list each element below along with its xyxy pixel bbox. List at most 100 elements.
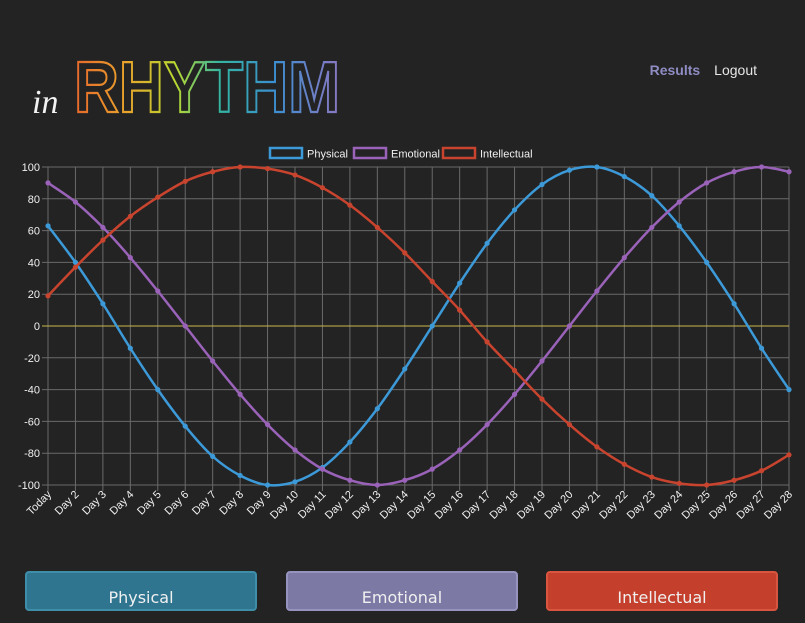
data-point-physical (758, 345, 765, 351)
x-tick-label: Day 20 (542, 489, 575, 522)
data-point-physical (292, 479, 298, 485)
data-point-physical (566, 167, 573, 173)
data-point-physical (374, 406, 380, 412)
data-point-emotional (429, 466, 435, 472)
data-point-physical (704, 259, 710, 265)
x-tick-label: Day 24 (652, 489, 685, 522)
data-point-physical (127, 345, 133, 351)
data-point-emotional (621, 255, 627, 261)
data-point-emotional (237, 391, 243, 397)
x-tick-label: Day 21 (570, 489, 603, 522)
data-point-intellectual (704, 482, 710, 488)
data-point-physical (429, 323, 435, 329)
data-point-intellectual (237, 164, 243, 170)
data-point-intellectual (182, 178, 188, 184)
data-point-intellectual (649, 474, 655, 480)
x-tick-label: Day 26 (707, 489, 740, 522)
data-point-intellectual (72, 264, 79, 270)
data-point-intellectual (155, 194, 161, 200)
x-tick-label: Day 11 (296, 489, 329, 522)
x-tick-label: Day 23 (625, 489, 658, 522)
data-point-physical (511, 207, 518, 213)
data-point-intellectual (539, 396, 545, 402)
physical-card[interactable]: Physical (25, 571, 257, 611)
x-tick-label: Day 27 (735, 489, 768, 522)
intellectual-card[interactable]: Intellectual (546, 571, 778, 611)
data-point-emotional (511, 391, 518, 397)
legend-label-emotional: Emotional (391, 149, 440, 161)
top-nav: Results Logout (650, 62, 757, 78)
data-point-physical (402, 366, 408, 372)
data-point-emotional (182, 323, 188, 329)
x-tick-label: Day 16 (433, 489, 466, 522)
x-tick-label: Day 5 (135, 489, 164, 518)
data-point-emotional (100, 224, 106, 231)
data-point-intellectual (264, 165, 271, 172)
x-tick-label: Day 18 (488, 489, 521, 522)
data-point-intellectual (127, 213, 133, 219)
data-point-intellectual (319, 185, 326, 191)
data-point-emotional (649, 224, 655, 231)
x-tick-label: Day 2 (53, 489, 82, 518)
data-point-physical (347, 439, 353, 445)
data-point-intellectual (210, 169, 216, 175)
data-point-intellectual (429, 278, 435, 285)
data-point-physical (621, 173, 627, 180)
x-tick-label: Day 10 (268, 489, 301, 522)
data-point-intellectual (566, 421, 573, 428)
x-tick-label: Day 28 (762, 489, 795, 522)
data-point-emotional (539, 358, 545, 364)
emotional-card[interactable]: Emotional (286, 571, 518, 611)
logout-link[interactable]: Logout (714, 62, 757, 78)
y-tick-label: 100 (22, 162, 40, 174)
data-point-physical (237, 472, 243, 479)
legend-swatch-physical (268, 146, 304, 160)
y-tick-label: -20 (24, 353, 40, 365)
x-tick-label: Day 14 (378, 489, 411, 522)
data-point-emotional (155, 288, 161, 294)
x-tick-label: Day 6 (163, 489, 192, 518)
data-point-emotional (347, 477, 353, 483)
data-point-physical (539, 181, 545, 188)
x-tick-label: Day 19 (515, 489, 548, 522)
y-tick-label: -80 (24, 448, 40, 460)
x-tick-label: Day 25 (680, 489, 713, 522)
y-tick-label: -40 (24, 385, 40, 397)
data-point-intellectual (457, 307, 463, 313)
x-tick-label: Day 15 (405, 489, 438, 522)
x-tick-label: Day 7 (190, 489, 219, 518)
data-point-emotional (45, 180, 51, 186)
data-point-intellectual (292, 172, 298, 178)
data-point-physical (731, 301, 737, 307)
data-point-physical (72, 259, 79, 265)
x-tick-label: Day 12 (323, 489, 356, 522)
data-point-emotional (292, 447, 298, 453)
data-point-intellectual (758, 468, 765, 474)
series-line-physical (47, 165, 791, 487)
data-point-physical (484, 240, 490, 246)
data-point-intellectual (374, 224, 380, 231)
y-tick-label: 60 (28, 226, 40, 238)
data-point-intellectual (484, 339, 490, 345)
data-point-physical (649, 193, 655, 199)
data-point-emotional (374, 482, 380, 488)
results-link[interactable]: Results (649, 62, 701, 78)
data-point-emotional (566, 323, 573, 329)
data-point-emotional (704, 180, 710, 186)
y-tick-label: 0 (34, 321, 40, 333)
x-tick-label: Day 13 (350, 489, 383, 522)
data-point-physical (594, 164, 600, 170)
legend-label-intellectual: Intellectual (480, 149, 533, 161)
legend-label-physical: Physical (307, 149, 348, 161)
x-tick-label: Day 4 (108, 489, 137, 518)
data-point-emotional (210, 358, 216, 364)
series-line-intellectual (47, 165, 790, 487)
data-point-intellectual (402, 250, 408, 256)
logo-prefix: in (32, 84, 58, 121)
data-point-physical (100, 301, 106, 307)
y-tick-label: 80 (28, 194, 40, 206)
legend-swatch-intellectual (441, 146, 477, 160)
y-tick-label: -60 (24, 416, 40, 428)
data-point-physical (210, 453, 216, 459)
